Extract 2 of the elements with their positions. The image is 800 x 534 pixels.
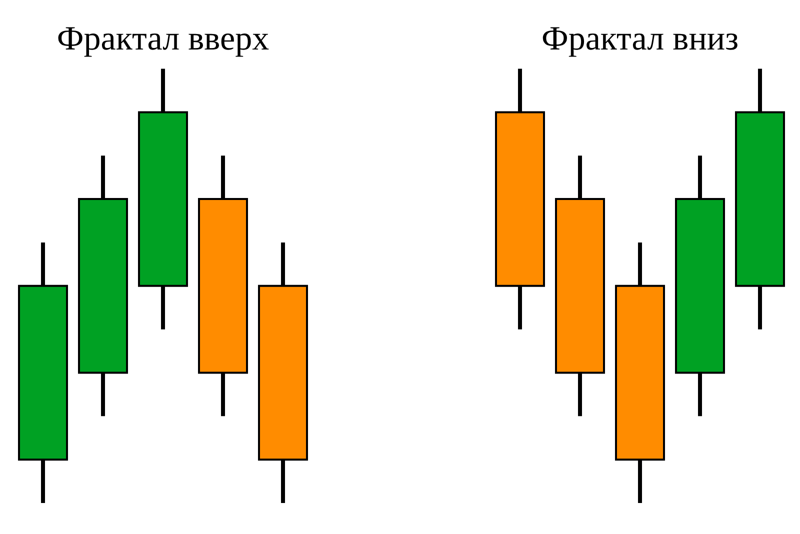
chart-title: Фрактал вверх (56, 20, 270, 58)
chart-title: Фрактал вниз (541, 20, 739, 58)
